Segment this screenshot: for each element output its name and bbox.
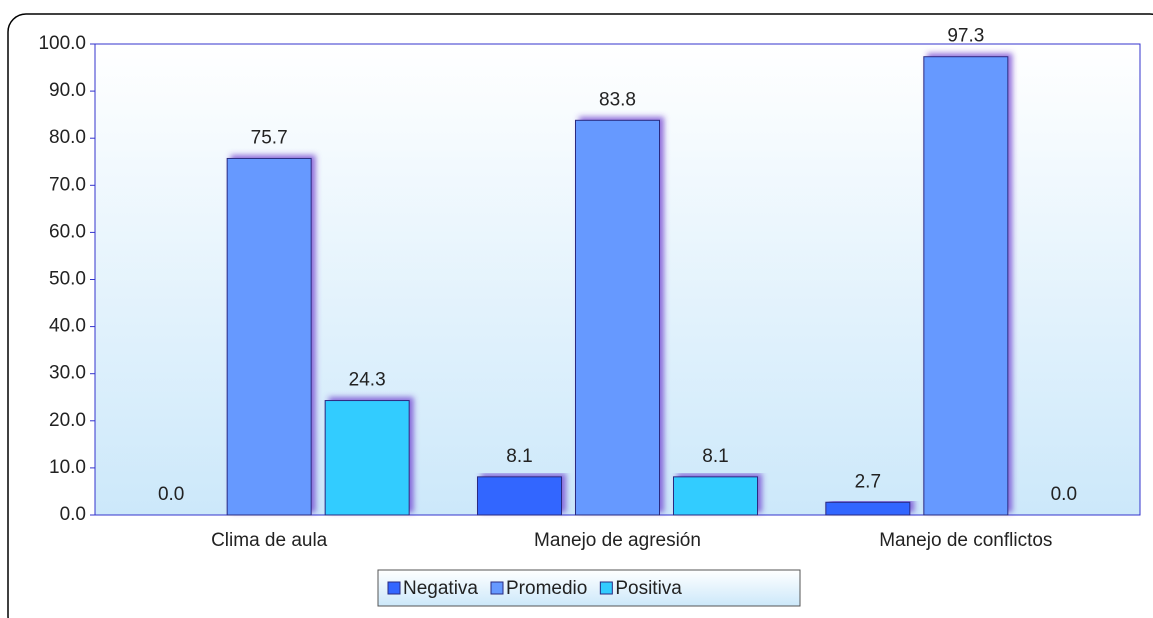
value-label: 8.1 [702, 446, 728, 467]
legend [377, 569, 801, 607]
y-tick-label: 90.0 [49, 80, 86, 101]
legend-swatch [490, 581, 504, 595]
x-tick-label: Manejo de agresión [534, 530, 701, 551]
bar [477, 476, 562, 516]
x-tick-label: Manejo de conflictos [879, 530, 1052, 551]
bar [226, 157, 312, 516]
y-tick-label: 10.0 [49, 457, 86, 478]
value-label: 0.0 [1051, 484, 1077, 505]
value-label: 2.7 [855, 471, 881, 492]
legend-swatch [599, 581, 613, 595]
x-tick-label: Clima de aula [211, 530, 328, 551]
value-label: 8.1 [506, 446, 532, 467]
bar [324, 400, 410, 516]
value-label: 75.7 [251, 127, 288, 148]
bar [825, 501, 911, 516]
value-label: 0.0 [158, 484, 184, 505]
y-tick-label: 30.0 [49, 363, 86, 384]
y-tick-label: 40.0 [49, 316, 86, 337]
y-tick-label: 20.0 [49, 410, 86, 431]
bar [923, 56, 1009, 516]
y-tick-label: 0.0 [60, 504, 86, 525]
y-tick-label: 60.0 [49, 221, 86, 242]
y-tick-label: 50.0 [49, 269, 86, 290]
y-tick-label: 100.0 [38, 33, 86, 54]
y-tick-label: 80.0 [49, 127, 86, 148]
value-label: 24.3 [349, 370, 386, 391]
legend-swatch [387, 581, 401, 595]
legend-label: Positiva [615, 578, 682, 599]
value-label: 83.8 [599, 89, 636, 110]
legend-label: Promedio [506, 578, 587, 599]
legend-label: Negativa [403, 578, 478, 599]
bar [575, 119, 660, 516]
bar [673, 476, 758, 516]
value-label: 97.3 [947, 26, 984, 47]
y-tick-label: 70.0 [49, 174, 86, 195]
